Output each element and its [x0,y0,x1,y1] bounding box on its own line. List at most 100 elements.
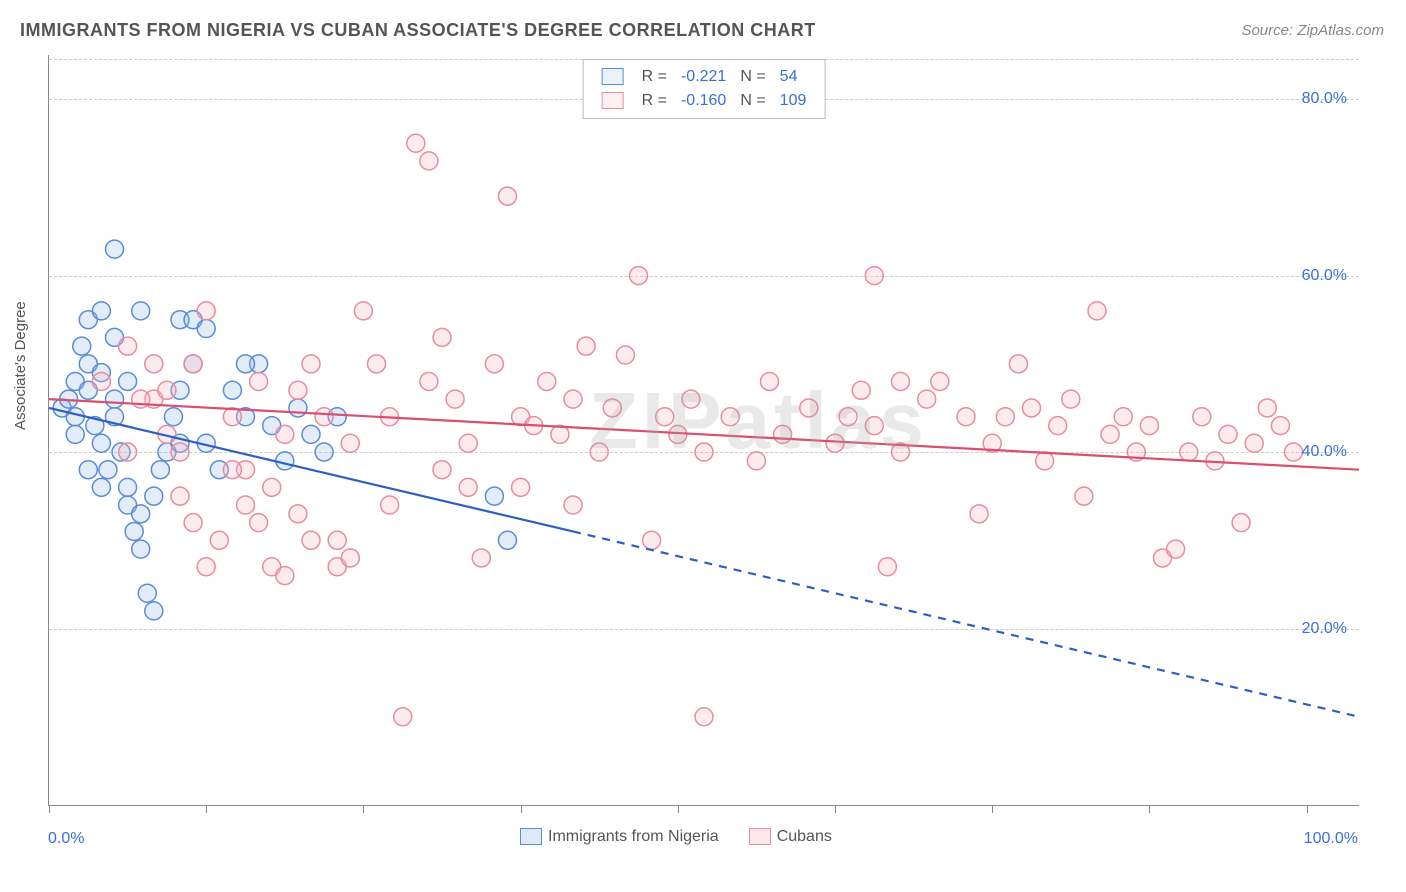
data-point [459,478,477,496]
data-point [433,328,451,346]
data-point [237,355,255,373]
x-tick [1149,805,1150,813]
legend-series: Immigrants from Nigeria Cubans [520,828,862,846]
data-point [381,496,399,514]
data-point [164,408,182,426]
data-point [171,443,189,461]
data-point [151,461,169,479]
chart-container: IMMIGRANTS FROM NIGERIA VS CUBAN ASSOCIA… [0,0,1406,892]
data-point [106,390,124,408]
x-label-min: 0.0% [48,830,84,848]
swatch-icon [749,828,771,845]
data-point [73,337,91,355]
data-point [276,425,294,443]
data-point [1088,302,1106,320]
data-point [1049,417,1067,435]
data-point [1193,408,1211,426]
plot-area: ZIPatlas R =-0.221N =54R =-0.160N =109 2… [48,55,1359,806]
data-point [223,461,241,479]
data-point [354,302,372,320]
data-point [747,452,765,470]
data-point [106,240,124,258]
data-point [996,408,1014,426]
data-point [250,514,268,532]
data-point [276,452,294,470]
stat-value-n: 109 [774,90,813,112]
data-point [616,346,634,364]
data-point [499,187,517,205]
data-point [564,496,582,514]
data-point [852,381,870,399]
stat-label-n: N = [734,66,771,88]
data-point [66,425,84,443]
legend-stat-row: R =-0.221N =54 [596,66,813,88]
legend-item: Immigrants from Nigeria [520,828,719,845]
x-tick [835,805,836,813]
x-tick [521,805,522,813]
data-point [289,399,307,417]
data-point [92,434,110,452]
y-tick-label: 20.0% [1302,620,1347,638]
data-point [1023,399,1041,417]
data-point [1219,425,1237,443]
data-point [630,267,648,285]
data-point [368,355,386,373]
trend-line-extrapolated [573,531,1359,716]
data-point [197,302,215,320]
data-point [695,708,713,726]
data-point [485,487,503,505]
data-point [66,408,84,426]
data-point [276,567,294,585]
data-point [125,522,143,540]
stat-value-r: -0.160 [675,90,732,112]
data-point [918,390,936,408]
data-point [132,505,150,523]
data-point [800,399,818,417]
legend-item: Cubans [749,828,832,845]
data-point [302,425,320,443]
data-point [695,443,713,461]
data-point [603,399,621,417]
swatch-icon [602,68,624,85]
data-point [315,408,333,426]
data-point [119,337,137,355]
data-point [171,487,189,505]
data-point [394,708,412,726]
data-point [931,372,949,390]
data-point [328,531,346,549]
scatter-layer [49,55,1359,805]
data-point [957,408,975,426]
data-point [184,355,202,373]
data-point [1140,417,1158,435]
data-point [1101,425,1119,443]
data-point [472,549,490,567]
x-tick [363,805,364,813]
legend-label: Cubans [777,828,832,845]
data-point [119,443,137,461]
data-point [420,152,438,170]
data-point [197,558,215,576]
data-point [643,531,661,549]
y-tick-label: 40.0% [1302,443,1347,461]
data-point [132,302,150,320]
data-point [315,443,333,461]
y-tick-label: 80.0% [1302,90,1347,108]
data-point [184,514,202,532]
data-point [341,549,359,567]
data-point [250,372,268,390]
data-point [1036,452,1054,470]
data-point [878,558,896,576]
data-point [1245,434,1263,452]
legend-stat-row: R =-0.160N =109 [596,90,813,112]
chart-title: IMMIGRANTS FROM NIGERIA VS CUBAN ASSOCIA… [20,20,816,41]
source-label: Source: ZipAtlas.com [1241,22,1384,39]
data-point [99,461,117,479]
data-point [839,408,857,426]
data-point [145,355,163,373]
x-tick [992,805,993,813]
stat-label-r: R = [636,90,673,112]
data-point [1180,443,1198,461]
legend-stats: R =-0.221N =54R =-0.160N =109 [583,59,826,119]
x-label-max: 100.0% [1304,830,1358,848]
x-tick [1307,805,1308,813]
